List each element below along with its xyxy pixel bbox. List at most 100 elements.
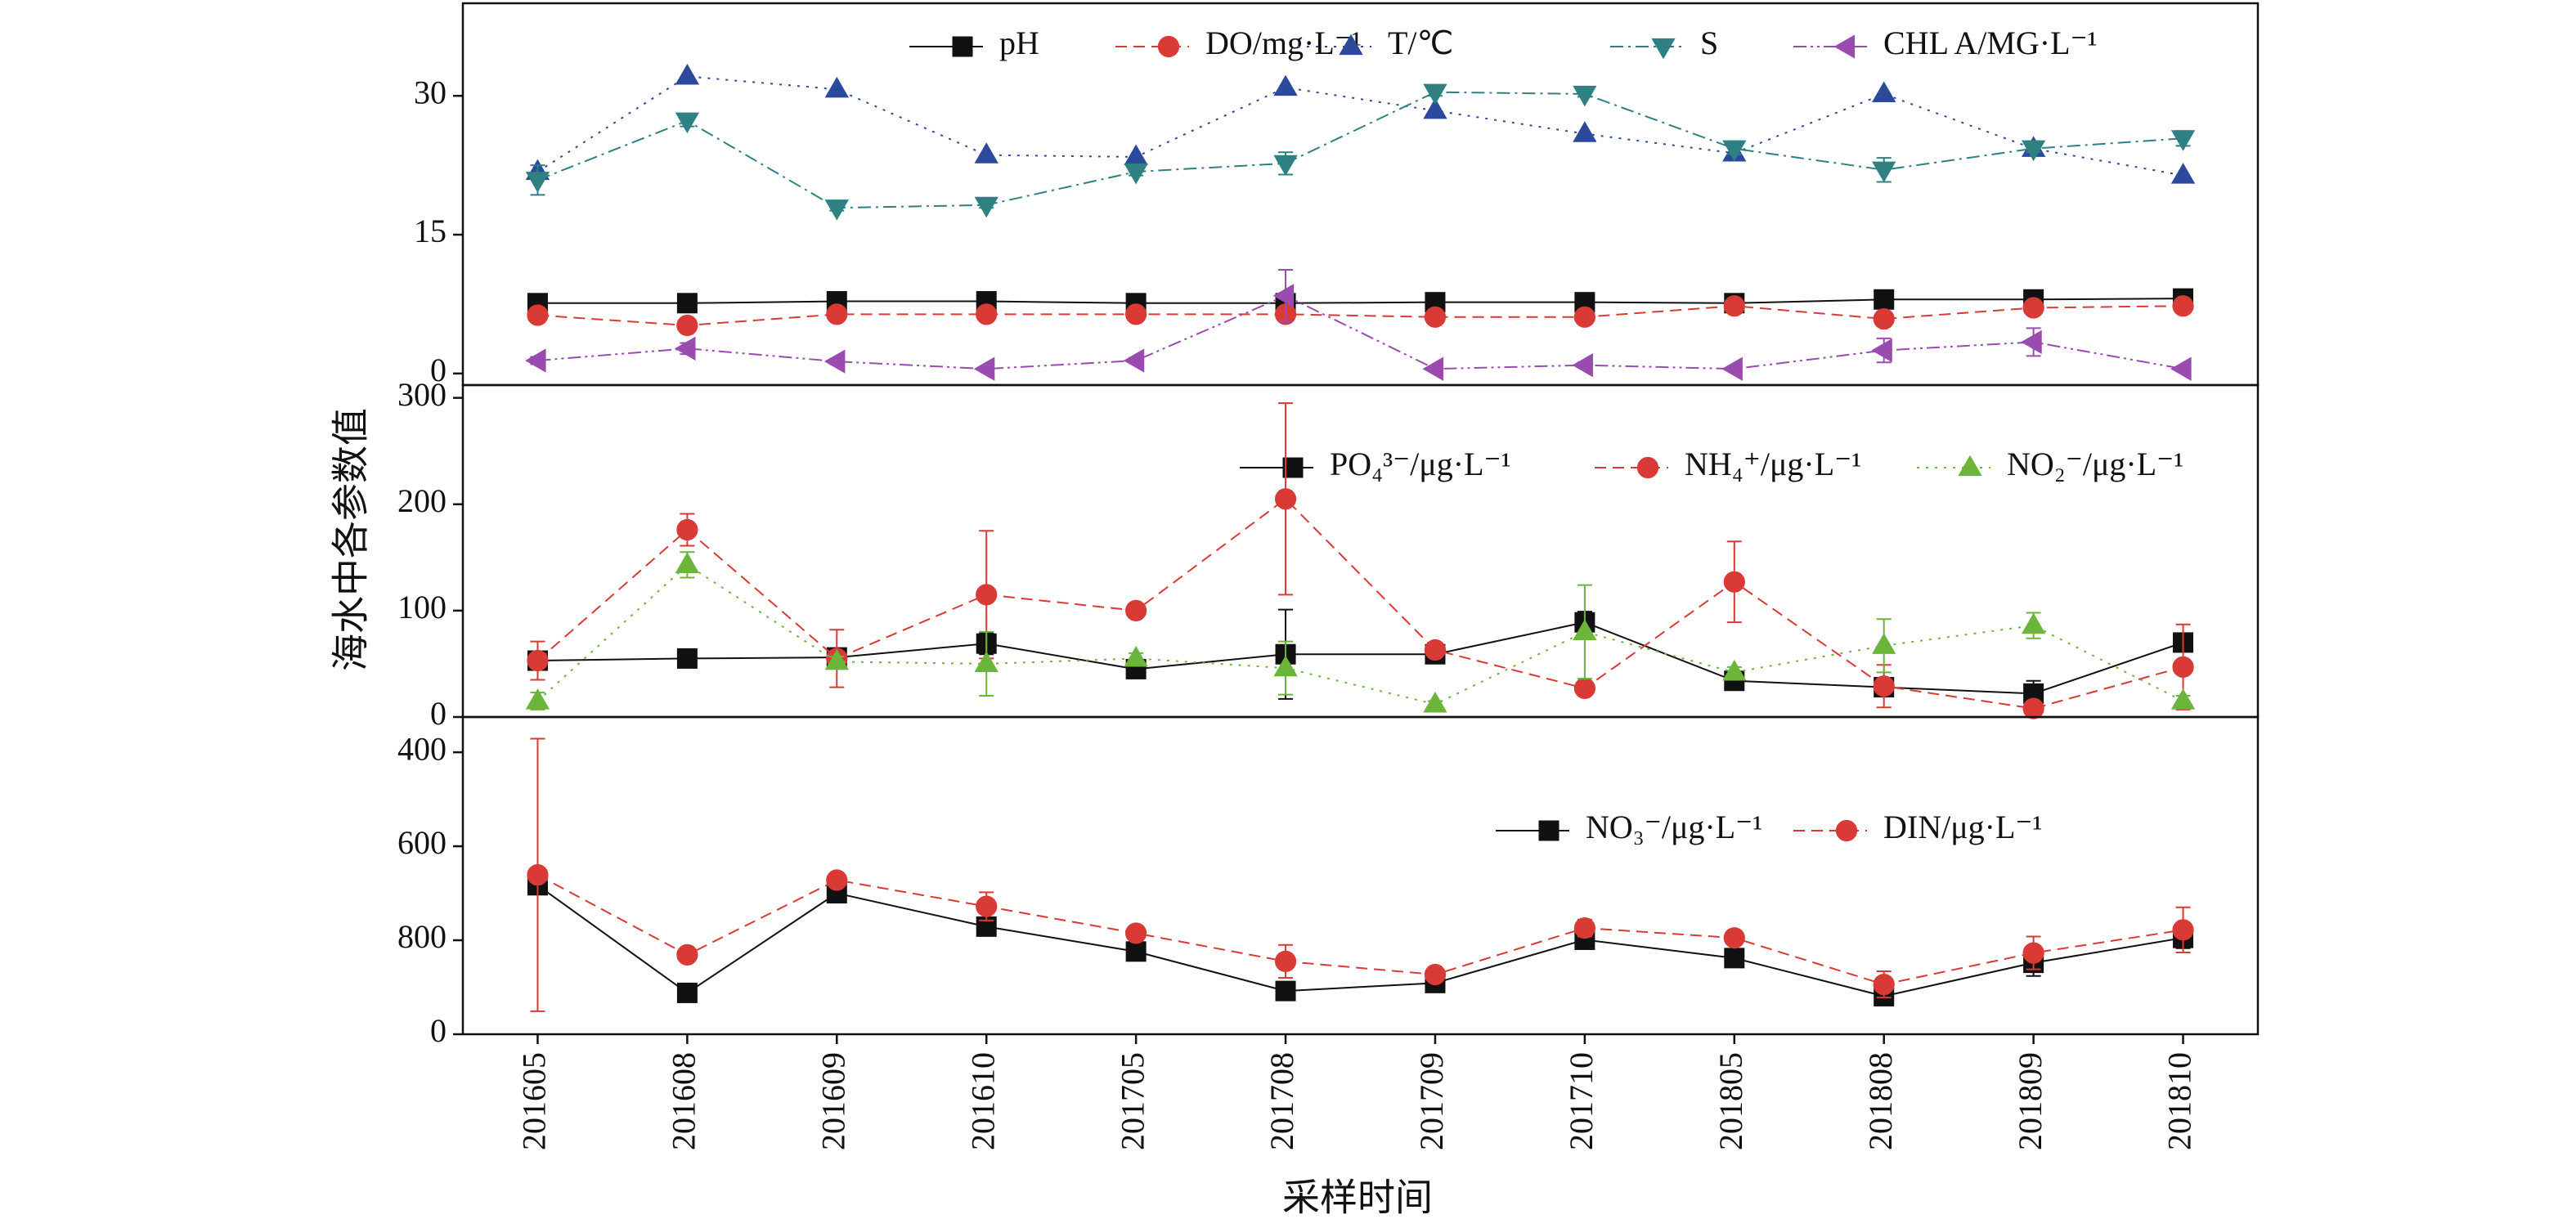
x-tick-label: 201810 — [2161, 1052, 2198, 1150]
y-tick-label: 600 — [397, 824, 447, 861]
legend-label: NH₄⁺/μg·L⁻¹ — [1685, 446, 1861, 482]
y-tick-label: 0 — [430, 695, 447, 732]
marker — [675, 552, 700, 574]
marker — [2172, 656, 2194, 678]
marker — [1873, 973, 1895, 996]
x-axis-label: 采样时间 — [1282, 1177, 1433, 1219]
marker — [1723, 295, 1745, 317]
legend-label: DO/mg·L⁻¹ — [1205, 25, 1362, 61]
marker — [1424, 963, 1447, 986]
marker — [1273, 655, 1298, 677]
legend-marker — [1835, 819, 1858, 842]
marker — [1125, 941, 1147, 962]
marker — [1573, 306, 1595, 328]
marker — [1723, 927, 1745, 949]
marker — [676, 518, 698, 541]
legend-label: DIN/μg·L⁻¹ — [1883, 809, 2043, 845]
x-tick-label: 201608 — [666, 1052, 702, 1150]
series-line — [536, 884, 2183, 997]
series-line — [537, 294, 2183, 370]
marker — [824, 648, 849, 670]
y-tick-label: 100 — [397, 589, 447, 625]
marker — [1573, 917, 1595, 939]
marker — [2170, 163, 2196, 184]
marker — [1125, 303, 1147, 325]
x-tick-label: 201710 — [1563, 1052, 1600, 1150]
marker — [527, 649, 549, 672]
series-line — [536, 497, 2183, 710]
marker — [676, 314, 698, 337]
x-tick-label: 201709 — [1413, 1052, 1450, 1150]
marker — [2022, 697, 2044, 719]
y-tick-label: 0 — [430, 1012, 447, 1049]
legend-marker — [1958, 455, 1982, 477]
marker — [976, 584, 998, 606]
marker — [525, 688, 550, 710]
marker — [973, 356, 995, 381]
marker — [826, 303, 848, 325]
marker — [1573, 121, 1597, 142]
marker — [1423, 83, 1447, 105]
marker — [2170, 688, 2196, 710]
x-tick-label: 201610 — [964, 1052, 1001, 1150]
marker — [1722, 659, 1747, 681]
marker — [1123, 348, 1145, 373]
series-line — [537, 305, 2183, 326]
series-line — [537, 91, 2183, 209]
marker — [976, 895, 998, 917]
marker — [1272, 284, 1295, 308]
marker — [2022, 942, 2044, 964]
marker — [1872, 633, 1896, 654]
legend-label: T/℃ — [1388, 25, 1453, 61]
x-tick-label: 201708 — [1263, 1052, 1300, 1150]
marker — [1723, 571, 1745, 593]
marker — [1423, 97, 1447, 119]
marker — [527, 304, 549, 326]
marker — [676, 648, 698, 669]
legend-marker — [952, 36, 973, 57]
y-axis-label: 海水中各参数值 — [330, 408, 372, 671]
marker — [1422, 356, 1444, 381]
marker — [676, 982, 698, 1003]
marker — [2022, 297, 2044, 319]
legend-marker — [1833, 34, 1856, 59]
marker — [1573, 85, 1597, 107]
marker — [676, 943, 698, 966]
marker — [1873, 675, 1895, 697]
marker — [1275, 980, 1296, 1002]
marker — [1423, 691, 1447, 713]
x-tick-label: 201805 — [1712, 1052, 1749, 1150]
x-tick-label: 201705 — [1114, 1052, 1151, 1150]
marker — [976, 303, 998, 325]
marker — [1871, 338, 1892, 363]
plot-frame — [461, 383, 2260, 719]
marker — [974, 651, 999, 673]
marker — [527, 864, 549, 886]
series-line — [537, 298, 2183, 304]
y-tick-label: 400 — [397, 730, 447, 767]
marker — [2021, 612, 2046, 634]
series-line — [536, 563, 2183, 706]
y-tick-label: 200 — [397, 482, 447, 519]
legend-marker — [1339, 34, 1363, 56]
marker — [1573, 619, 1597, 640]
marker — [826, 869, 848, 891]
marker — [2172, 295, 2194, 317]
legend-label: pH — [999, 25, 1039, 61]
plot-frame — [461, 715, 2260, 1036]
marker — [2170, 356, 2192, 381]
marker — [1722, 140, 1747, 162]
marker — [1124, 646, 1148, 667]
marker — [974, 142, 999, 164]
legend-label: CHL A/MG·L⁻¹ — [1883, 25, 2098, 61]
legend-marker — [1157, 35, 1180, 58]
series-line — [536, 874, 2183, 986]
y-tick-label: 30 — [414, 74, 447, 110]
marker — [525, 348, 546, 373]
marker — [1273, 155, 1298, 177]
marker — [1573, 677, 1595, 699]
x-tick-label: 201605 — [516, 1052, 553, 1150]
marker — [1873, 307, 1895, 330]
legend-marker — [1538, 820, 1560, 841]
